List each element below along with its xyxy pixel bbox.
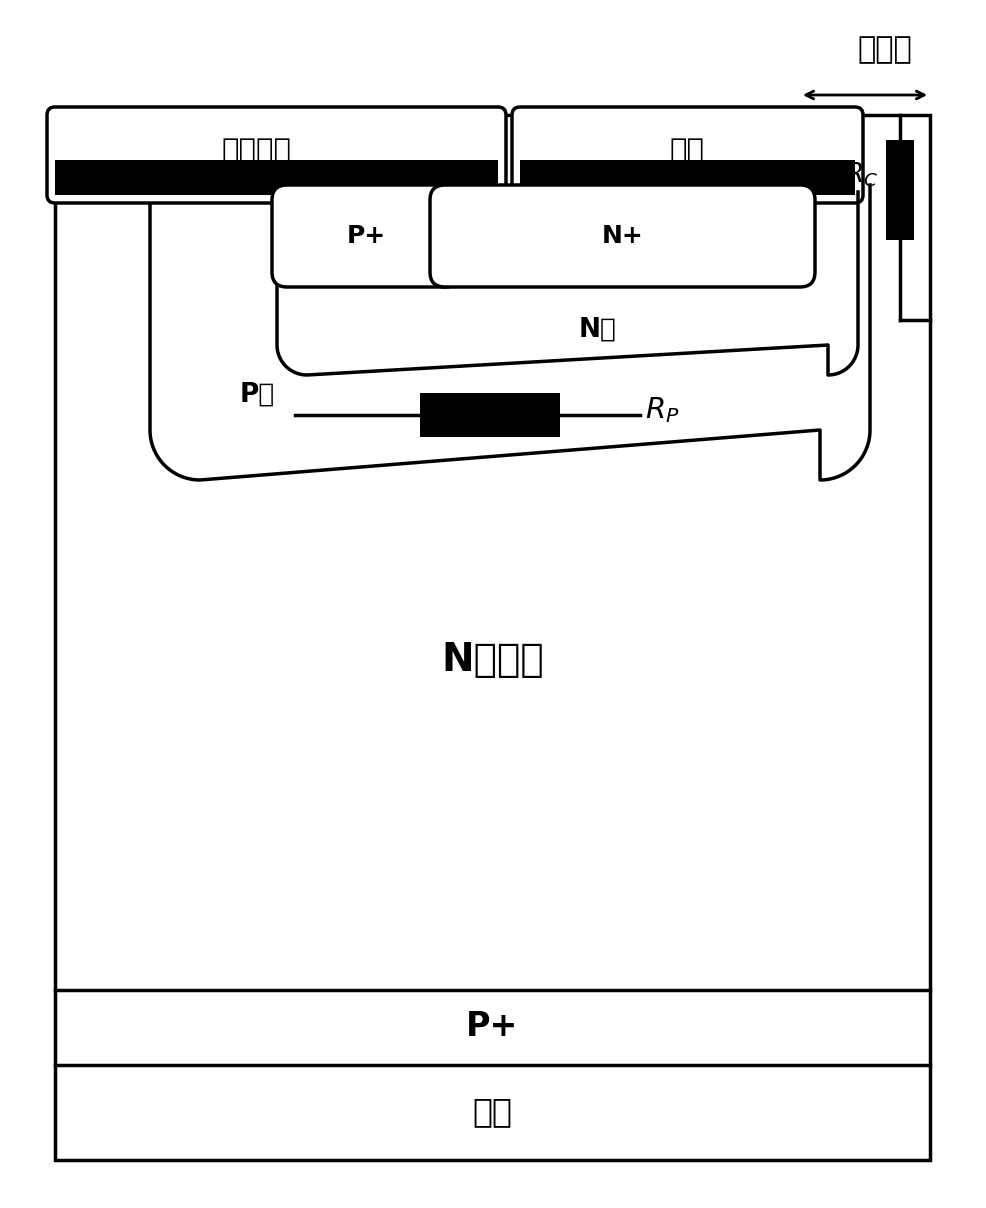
- FancyBboxPatch shape: [272, 185, 460, 288]
- Text: $R_C$: $R_C$: [845, 161, 878, 190]
- Text: 多晶硬栅: 多晶硬栅: [222, 137, 292, 165]
- FancyBboxPatch shape: [430, 185, 815, 288]
- Bar: [420, 393, 560, 437]
- Bar: [55, 159, 498, 194]
- Text: 阳极: 阳极: [472, 1096, 513, 1128]
- Text: 短路区: 短路区: [858, 35, 912, 64]
- Text: N漂移区: N漂移区: [441, 641, 544, 679]
- Text: $R_P$: $R_P$: [645, 395, 679, 425]
- Text: N+: N+: [601, 223, 644, 248]
- FancyBboxPatch shape: [47, 108, 506, 203]
- Text: N阱: N阱: [579, 316, 616, 343]
- FancyBboxPatch shape: [512, 108, 863, 203]
- Text: P+: P+: [466, 1011, 519, 1044]
- Text: P阱: P阱: [240, 382, 275, 408]
- Bar: [886, 140, 914, 240]
- Text: P+: P+: [346, 223, 386, 248]
- Bar: [55, 115, 930, 1160]
- Bar: [520, 159, 855, 194]
- Text: 阴极: 阴极: [670, 137, 705, 165]
